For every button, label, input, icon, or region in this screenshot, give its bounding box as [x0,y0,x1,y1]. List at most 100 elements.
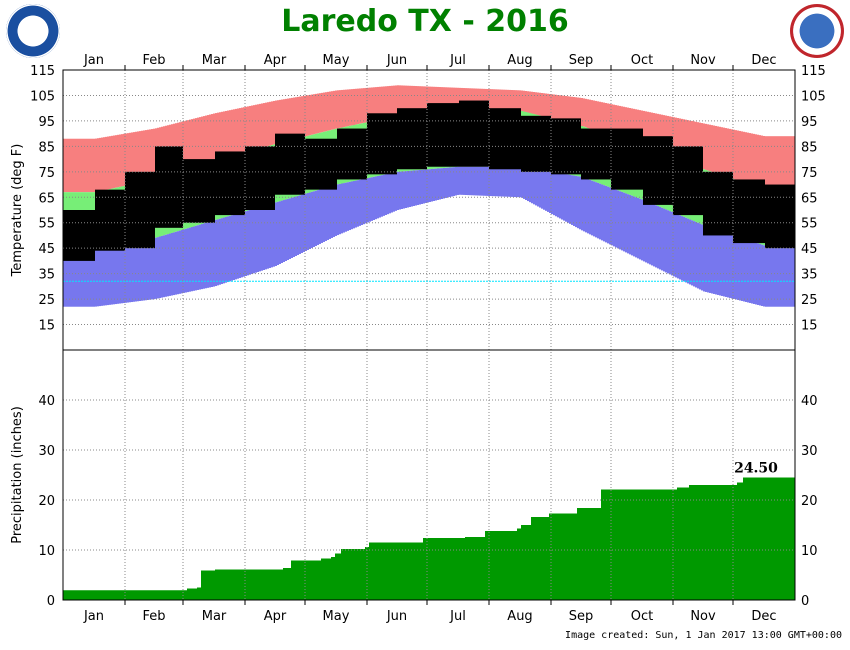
record-high-bar [129,132,131,185]
record-low-bar [153,238,155,300]
precip-step [465,537,485,600]
observed-temp-bar [641,128,643,190]
observed-temp-bar [99,189,101,251]
record-high-bar [779,136,781,190]
record-low-bar [717,229,719,295]
observed-temp-bar [689,146,691,216]
record-low-bar [753,241,755,304]
observed-temp-bar [543,115,545,172]
record-high-bar [399,85,401,116]
record-low-bar [721,231,723,296]
observed-temp-bar [643,136,645,205]
observed-temp-bar [719,171,721,236]
record-low-bar [373,176,375,221]
record-high-bar [707,124,709,171]
record-low-bar [139,240,141,301]
record-low-bar [581,176,583,231]
record-high-bar [101,137,103,191]
record-high-bar [689,120,691,165]
observed-temp-bar [479,100,481,167]
observed-temp-bar [171,146,173,228]
record-low-bar [613,188,615,247]
temp-tick-left: 25 [38,293,55,308]
temp-tick-right: 85 [801,140,818,155]
month-label-bottom: Dec [751,609,776,624]
record-high-bar [69,138,71,193]
record-low-bar [341,183,343,234]
record-low-bar [79,248,81,307]
record-high-bar [295,97,297,139]
record-low-bar [777,245,779,307]
record-low-bar [699,223,701,290]
record-low-bar [255,208,257,273]
observed-temp-bar [475,100,477,167]
observed-temp-bar [333,138,335,190]
record-high-bar [455,87,457,111]
observed-temp-bar [409,108,411,170]
record-high-bar [93,138,95,193]
record-high-bar [297,96,299,139]
record-high-bar [249,105,251,152]
record-high-bar [791,136,793,190]
record-high-bar [425,86,427,114]
record-high-bar [471,88,473,111]
record-high-bar [133,132,135,184]
observed-temp-bar [411,108,413,170]
record-low-bar [561,173,563,220]
record-low-bar [459,166,461,195]
observed-temp-bar [459,100,461,167]
record-high-bar [529,91,531,113]
record-high-bar [363,88,365,123]
record-high-bar [519,90,521,111]
observed-temp-bar [669,136,671,205]
precip-step [331,557,335,600]
record-low-bar [779,245,781,307]
record-low-bar [249,209,251,275]
record-low-bar [663,208,665,272]
record-high-bar [739,130,741,182]
record-low-bar [669,211,671,275]
record-high-bar [769,136,771,190]
precip-step [215,569,283,600]
observed-temp-bar [595,128,597,180]
record-high-bar [721,127,723,176]
record-low-bar [479,166,481,196]
record-high-bar [413,85,415,115]
record-low-bar [425,169,427,203]
record-high-bar [67,138,69,193]
observed-temp-bar [287,133,289,195]
precip-step [549,513,577,600]
precip-step [187,588,197,600]
record-high-bar [761,135,763,189]
record-high-bar [565,95,567,122]
observed-temp-bar [387,113,389,175]
observed-temp-bar [245,146,247,210]
observed-temp-bar [349,128,351,180]
observed-temp-bar [95,189,97,251]
observed-temp-bar [707,171,709,236]
observed-temp-bar [647,136,649,205]
record-low-bar [283,200,285,262]
record-high-bar [315,93,317,134]
record-high-bar [715,125,717,174]
record-high-bar [729,128,731,178]
observed-temp-bar [319,138,321,190]
record-low-bar [619,191,621,250]
observed-temp-bar [257,146,259,210]
record-high-bar [749,133,751,185]
record-high-bar [335,90,337,129]
observed-temp-bar [189,159,191,223]
record-low-bar [547,171,549,212]
record-high-bar [367,87,369,123]
record-low-bar [495,166,497,197]
observed-temp-bar [415,108,417,170]
record-low-bar [393,172,395,212]
record-low-bar [211,221,213,287]
record-low-bar [437,168,439,200]
observed-temp-bar [441,103,443,167]
observed-temp-bar [781,184,783,249]
observed-temp-bar [431,103,433,167]
observed-temp-bar [711,171,713,236]
record-low-bar [557,172,559,218]
record-high-bar [753,133,755,186]
